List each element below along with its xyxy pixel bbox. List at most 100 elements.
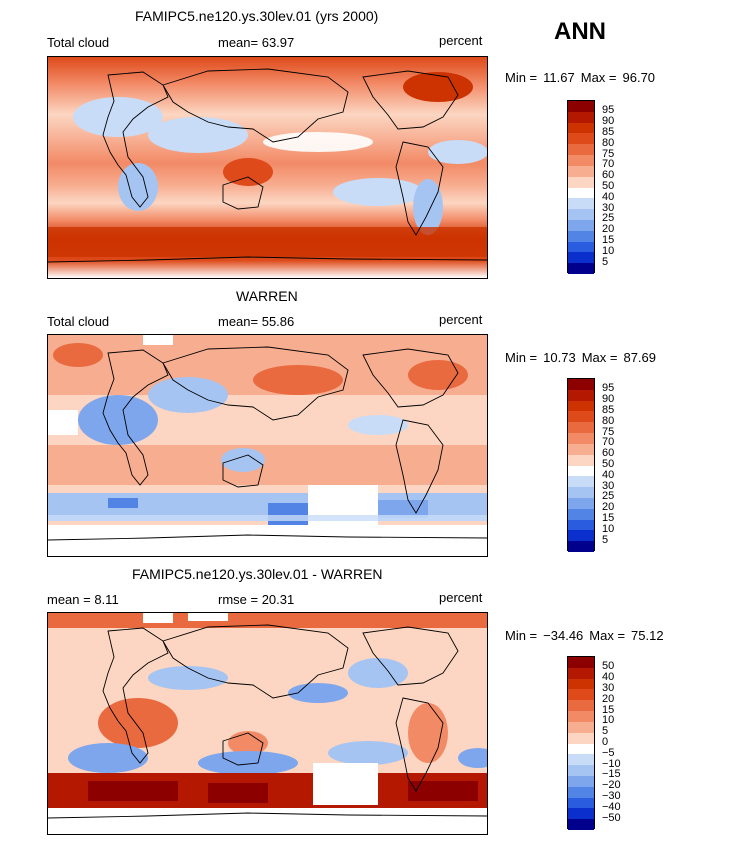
panel-1-min-max: Min = 11.67 Max = 96.70 xyxy=(505,70,661,85)
colorbar-label: 10 xyxy=(602,714,615,727)
colorbar-label: −30 xyxy=(602,790,621,803)
panel-3-mean-label: mean = 8.11 xyxy=(47,592,119,607)
colorbar-label: 20 xyxy=(602,692,615,705)
colorbar-label: 60 xyxy=(602,169,615,182)
colorbar-label: 80 xyxy=(602,414,615,427)
panel-2-mean-label: mean= 55.86 xyxy=(218,314,295,329)
colorbar-swatch xyxy=(568,667,594,679)
panel-3-max-label: Max = xyxy=(589,628,626,643)
colorbar-swatch xyxy=(568,111,594,123)
panel-1-min-value: 11.67 xyxy=(543,70,575,85)
colorbar-label: 15 xyxy=(602,234,615,247)
panel-2-title: WARREN xyxy=(236,288,298,304)
colorbar-swatch xyxy=(568,765,594,776)
colorbar-swatch xyxy=(568,263,594,274)
colorbar-label: 20 xyxy=(602,501,615,514)
colorbar-label: 10 xyxy=(602,244,615,257)
colorbar-label: −20 xyxy=(602,779,621,792)
season-label: ANN xyxy=(554,18,606,45)
colorbar-swatch xyxy=(568,743,594,755)
colorbar-swatch xyxy=(568,786,594,798)
colorbar-3 xyxy=(567,656,595,830)
colorbar-swatch xyxy=(568,144,594,156)
colorbar-swatch xyxy=(568,379,594,390)
colorbar-swatch xyxy=(568,454,594,466)
colorbar-swatch xyxy=(568,508,594,520)
panel-3-map xyxy=(47,612,488,835)
colorbar-swatch xyxy=(568,400,594,412)
colorbar-label: 15 xyxy=(602,703,615,716)
colorbar-swatch xyxy=(568,541,594,552)
colorbar-label: 5 xyxy=(602,725,609,738)
colorbar-label: 40 xyxy=(602,190,615,203)
colorbar-swatch xyxy=(568,476,594,488)
colorbar-swatch xyxy=(568,133,594,145)
colorbar-swatch xyxy=(568,198,594,210)
colorbar-label: 25 xyxy=(602,212,615,225)
panel-2-min-value: 10.73 xyxy=(543,350,576,365)
colorbar-swatch xyxy=(568,678,594,690)
panel-3-max-value: 75.12 xyxy=(631,628,664,643)
panel-3-rmse-label: rmse = 20.31 xyxy=(218,592,295,607)
colorbar-label: 80 xyxy=(602,136,615,149)
colorbar-label: 95 xyxy=(602,382,615,395)
colorbar-swatch xyxy=(568,657,594,668)
colorbar-swatch xyxy=(568,433,594,444)
colorbar-label: 30 xyxy=(602,479,615,492)
colorbar-label: 5 xyxy=(602,533,609,546)
colorbar-label: 75 xyxy=(602,425,615,438)
colorbar-label: 50 xyxy=(602,458,615,470)
colorbar-label: 10 xyxy=(602,522,615,535)
colorbar-label: 20 xyxy=(602,223,615,236)
colorbar-swatch xyxy=(568,411,594,423)
panel-3-title: FAMIPC5.ne120.ys.30lev.01 - WARREN xyxy=(132,566,383,582)
colorbar-label: 15 xyxy=(602,512,615,525)
colorbar-swatch xyxy=(568,487,594,498)
colorbar-label: −5 xyxy=(602,746,615,759)
colorbar-swatch xyxy=(568,219,594,231)
colorbar-label: −15 xyxy=(602,768,621,781)
colorbar-label: 30 xyxy=(602,681,615,694)
panel-1-max-label: Max = xyxy=(580,70,617,85)
panel-3-min-label: Min = xyxy=(505,628,538,643)
colorbar-label: −40 xyxy=(602,800,621,813)
colorbar-label: 30 xyxy=(602,201,615,214)
colorbar-swatch xyxy=(568,155,594,166)
colorbar-swatch xyxy=(568,465,594,477)
panel-2-min-max: Min = 10.73 Max = 87.69 xyxy=(505,350,662,365)
colorbar-swatch xyxy=(568,252,594,264)
colorbar-label: 60 xyxy=(602,447,615,460)
panel-1-map xyxy=(47,56,488,279)
colorbar-swatch xyxy=(568,101,594,112)
colorbar-label: 50 xyxy=(602,180,615,192)
colorbar-swatch xyxy=(568,230,594,242)
panel-1-units-label: percent xyxy=(439,33,483,48)
panel-2-min-label: Min = xyxy=(505,350,538,365)
colorbar-label: 50 xyxy=(602,660,615,673)
colorbar-label: 5 xyxy=(602,255,609,268)
panel-2-map xyxy=(47,334,488,557)
panel-2-variable-label: Total cloud xyxy=(47,314,110,329)
colorbar-swatch xyxy=(568,775,594,787)
colorbar-swatch xyxy=(568,389,594,401)
colorbar-swatch xyxy=(568,711,594,722)
colorbar-label: 75 xyxy=(602,147,615,160)
colorbar-swatch xyxy=(568,721,594,733)
panel-2-units-label: percent xyxy=(439,312,483,327)
colorbar-swatch xyxy=(568,808,594,820)
colorbar-swatch xyxy=(568,754,594,766)
panel-1-max-value: 96.70 xyxy=(622,70,656,85)
colorbar-swatch xyxy=(568,443,594,455)
panel-3-units-label: percent xyxy=(439,590,483,605)
colorbar-label: 85 xyxy=(602,403,615,416)
colorbar-label: 25 xyxy=(602,490,615,503)
panel-1-min-label: Min = xyxy=(505,70,538,85)
colorbar-swatch xyxy=(568,122,594,134)
colorbar-label: 90 xyxy=(602,393,615,406)
colorbar-swatch xyxy=(568,165,594,177)
colorbar-label: −50 xyxy=(602,811,621,824)
panel-1-mean-label: mean= 63.97 xyxy=(218,35,295,50)
panel-2-max-value: 87.69 xyxy=(623,350,657,365)
panel-3-min-value: −34.46 xyxy=(543,628,584,643)
colorbar-swatch xyxy=(568,819,594,830)
